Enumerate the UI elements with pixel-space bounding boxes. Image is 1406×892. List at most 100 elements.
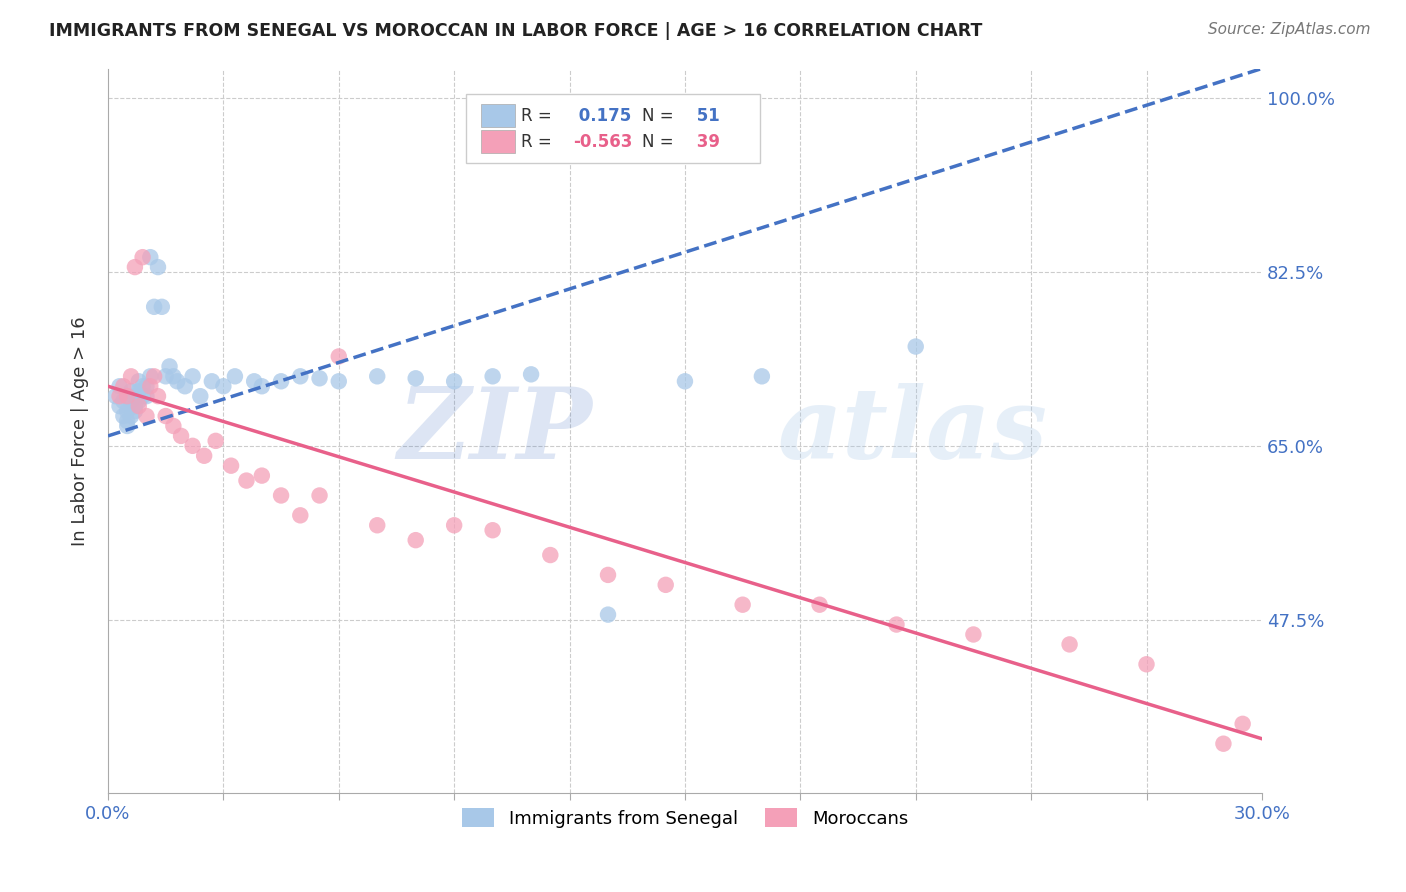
Point xyxy=(181,369,204,384)
Point xyxy=(170,429,193,443)
Point xyxy=(108,389,131,403)
Legend: Immigrants from Senegal, Moroccans: Immigrants from Senegal, Moroccans xyxy=(454,801,915,835)
Text: R =: R = xyxy=(522,133,551,151)
Point xyxy=(270,374,292,388)
Y-axis label: In Labor Force | Age > 16: In Labor Force | Age > 16 xyxy=(72,316,89,546)
Text: N =: N = xyxy=(643,133,673,151)
Point xyxy=(120,394,142,409)
FancyBboxPatch shape xyxy=(481,130,516,153)
Point xyxy=(443,374,465,388)
Point xyxy=(128,399,150,413)
Point xyxy=(143,369,166,384)
Point xyxy=(128,384,150,399)
Point xyxy=(155,409,177,423)
Point xyxy=(366,369,388,384)
Point xyxy=(155,369,177,384)
Point xyxy=(135,409,157,423)
Point xyxy=(146,389,169,403)
Point xyxy=(250,468,273,483)
Point xyxy=(162,369,184,384)
Text: N =: N = xyxy=(643,107,673,125)
Point xyxy=(104,389,127,403)
Point xyxy=(1059,637,1081,651)
Point xyxy=(174,379,197,393)
Point xyxy=(115,404,138,418)
Point xyxy=(673,374,696,388)
Point xyxy=(120,409,142,423)
Point xyxy=(596,607,619,622)
Point xyxy=(538,548,561,562)
Point xyxy=(115,389,138,403)
Point xyxy=(443,518,465,533)
Text: atlas: atlas xyxy=(778,383,1047,479)
Point xyxy=(108,379,131,393)
Point xyxy=(405,371,427,385)
Point xyxy=(188,389,211,403)
Point xyxy=(731,598,754,612)
Point xyxy=(962,627,984,641)
Point xyxy=(139,250,162,264)
Text: Source: ZipAtlas.com: Source: ZipAtlas.com xyxy=(1208,22,1371,37)
Point xyxy=(328,350,350,364)
Point xyxy=(270,488,292,502)
Point xyxy=(250,379,273,393)
Point xyxy=(124,399,146,413)
Point xyxy=(654,578,676,592)
Point xyxy=(120,369,142,384)
Point xyxy=(162,419,184,434)
Point xyxy=(124,260,146,274)
Point xyxy=(139,379,162,393)
Point xyxy=(308,488,330,502)
Point xyxy=(405,533,427,548)
Point xyxy=(128,374,150,388)
Point xyxy=(112,409,135,423)
FancyBboxPatch shape xyxy=(465,94,761,162)
Point xyxy=(181,439,204,453)
Point xyxy=(112,379,135,393)
Point xyxy=(115,414,138,428)
Point xyxy=(166,374,188,388)
Point xyxy=(328,374,350,388)
Point xyxy=(112,394,135,409)
Text: 0.175: 0.175 xyxy=(574,107,631,125)
Point xyxy=(150,300,173,314)
Point xyxy=(904,339,927,353)
Point xyxy=(131,250,153,264)
Point xyxy=(115,419,138,434)
Text: IMMIGRANTS FROM SENEGAL VS MOROCCAN IN LABOR FORCE | AGE > 16 CORRELATION CHART: IMMIGRANTS FROM SENEGAL VS MOROCCAN IN L… xyxy=(49,22,983,40)
Point xyxy=(235,474,257,488)
Point xyxy=(201,374,224,388)
Point xyxy=(120,384,142,399)
Text: 51: 51 xyxy=(690,107,720,125)
Point xyxy=(808,598,831,612)
Text: -0.563: -0.563 xyxy=(574,133,633,151)
Point xyxy=(481,369,503,384)
Point xyxy=(193,449,215,463)
Point xyxy=(308,371,330,385)
Point xyxy=(1232,716,1254,731)
Point xyxy=(1135,657,1157,672)
Point xyxy=(520,368,543,382)
Point xyxy=(204,434,226,448)
Point xyxy=(139,369,162,384)
Point xyxy=(212,379,235,393)
Point xyxy=(481,523,503,537)
Text: R =: R = xyxy=(522,107,551,125)
Point xyxy=(135,389,157,403)
Point xyxy=(886,617,908,632)
Point xyxy=(751,369,773,384)
Point xyxy=(366,518,388,533)
Point xyxy=(290,369,312,384)
Point xyxy=(243,374,266,388)
Point xyxy=(143,300,166,314)
Point xyxy=(596,568,619,582)
Point xyxy=(219,458,242,473)
Point xyxy=(124,389,146,403)
FancyBboxPatch shape xyxy=(481,104,516,128)
Text: 39: 39 xyxy=(690,133,720,151)
Point xyxy=(131,379,153,393)
Point xyxy=(135,379,157,393)
Point xyxy=(290,508,312,523)
Point xyxy=(224,369,246,384)
Point xyxy=(128,394,150,409)
